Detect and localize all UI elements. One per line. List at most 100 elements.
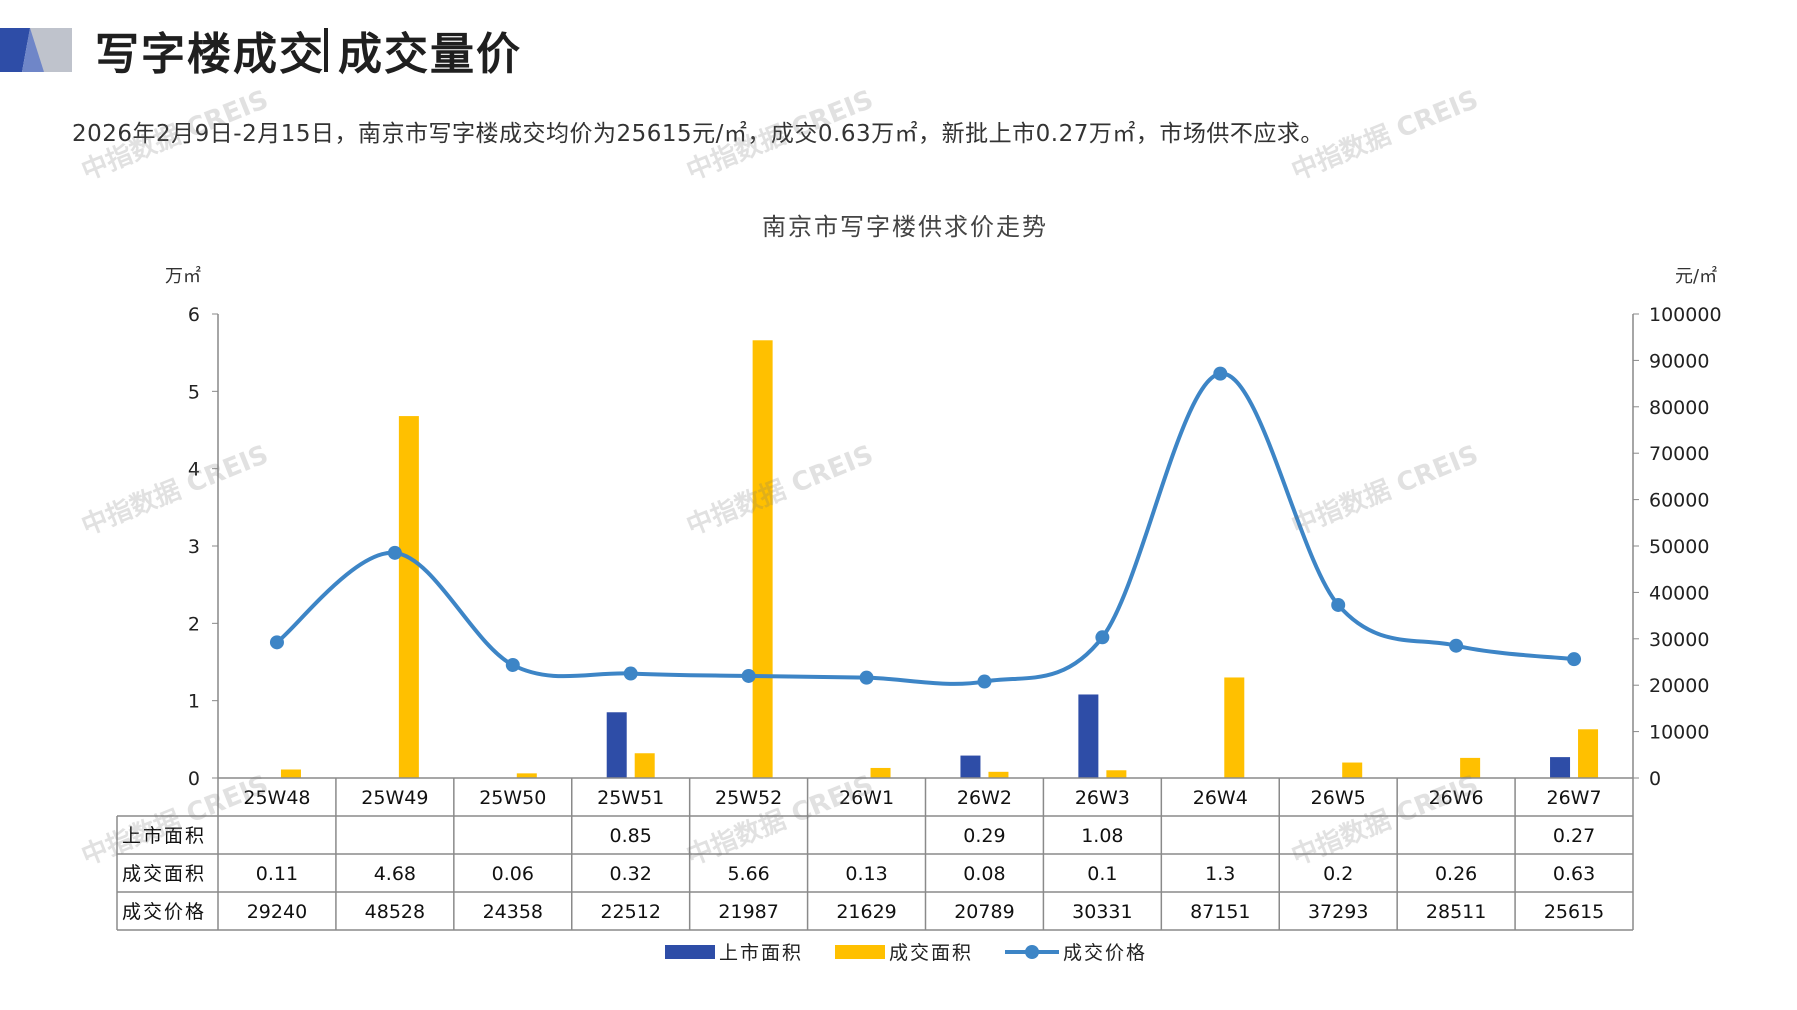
table-cell: 0.26 (1435, 863, 1477, 885)
table-cell: 21629 (836, 901, 896, 923)
table-cell: 0.11 (256, 863, 298, 885)
left-axis-unit: 万㎡ (165, 265, 201, 287)
price-point-26W7 (1567, 652, 1582, 667)
table-cell: 0.06 (492, 863, 534, 885)
category-label: 26W4 (1193, 787, 1248, 809)
bar-deal-26W4 (1224, 677, 1245, 778)
right-tick-label: 80000 (1649, 397, 1709, 419)
logo-shape-mid (22, 28, 44, 72)
legend-swatch-supply (665, 945, 715, 959)
summary-text: 2026年2月9日-2月15日，南京市写字楼成交均价为25615元/㎡，成交0.… (72, 121, 1324, 147)
table-cell: 0.08 (963, 863, 1005, 885)
price-point-26W2 (977, 674, 992, 689)
price-point-26W6 (1449, 638, 1464, 653)
price-line (275, 371, 1575, 686)
right-tick-label: 0 (1649, 768, 1661, 790)
table-cell: 0.13 (845, 863, 887, 885)
bar-deal-25W49 (398, 416, 419, 778)
right-axis-unit: 元/㎡ (1675, 265, 1717, 287)
table-cell: 0.85 (610, 825, 652, 847)
right-tick-label: 30000 (1649, 629, 1709, 651)
table-cell: 25615 (1544, 901, 1604, 923)
table-cell: 21987 (718, 901, 778, 923)
table-cell: 29240 (247, 901, 307, 923)
left-tick-label: 0 (188, 768, 200, 790)
bar-deal-25W50 (516, 773, 537, 778)
price-point-26W1 (859, 670, 874, 685)
legend-swatch-deal (835, 945, 885, 959)
table-cell: 4.68 (374, 863, 416, 885)
legend-label-supply: 上市面积 (719, 942, 803, 964)
table-cell: 5.66 (727, 863, 769, 885)
right-tick-label: 40000 (1649, 582, 1709, 604)
table-cell: 0.1 (1087, 863, 1117, 885)
category-label: 26W1 (839, 787, 894, 809)
category-label: 26W3 (1075, 787, 1130, 809)
chart-title: 南京市写字楼供求价走势 (762, 213, 1048, 241)
right-tick-label: 10000 (1649, 722, 1709, 744)
category-label: 25W51 (597, 787, 664, 809)
table-cell: 0.32 (610, 863, 652, 885)
category-label: 25W49 (361, 787, 428, 809)
bar-supply-26W3 (1078, 694, 1099, 778)
right-tick-label: 60000 (1649, 490, 1709, 512)
right-tick-label: 20000 (1649, 675, 1709, 697)
table-cell: 30331 (1072, 901, 1132, 923)
price-point-25W51 (623, 666, 638, 681)
left-tick-label: 3 (188, 536, 200, 558)
title-divider (324, 28, 328, 72)
right-tick-label: 100000 (1649, 304, 1722, 326)
bar-deal-25W51 (634, 753, 655, 778)
legend-marker-price (1025, 945, 1039, 959)
table-cell: 87151 (1190, 901, 1250, 923)
bar-deal-26W6 (1460, 757, 1481, 778)
bar-supply-26W2 (960, 755, 981, 778)
table-row-header: 成交面积 (122, 863, 206, 885)
page-subtitle: 成交量价 (338, 29, 522, 80)
bar-deal-25W52 (752, 340, 773, 778)
table-cell: 24358 (483, 901, 543, 923)
left-tick-label: 6 (188, 304, 200, 326)
category-label: 26W6 (1429, 787, 1484, 809)
table-cell: 0.27 (1553, 825, 1595, 847)
logo-shape-dark (0, 28, 30, 72)
bar-deal-26W5 (1342, 762, 1363, 778)
price-point-26W5 (1331, 597, 1346, 612)
table-cell: 37293 (1308, 901, 1368, 923)
table-cell: 28511 (1426, 901, 1486, 923)
price-point-25W48 (269, 635, 284, 650)
price-point-25W52 (741, 668, 756, 683)
category-label: 25W52 (715, 787, 782, 809)
right-tick-label: 90000 (1649, 350, 1709, 372)
price-point-26W3 (1095, 630, 1110, 645)
page-title: 写字楼成交 (95, 29, 325, 80)
legend-label-deal: 成交面积 (889, 942, 973, 964)
table-cell: 0.63 (1553, 863, 1595, 885)
category-label: 26W5 (1311, 787, 1366, 809)
left-tick-label: 1 (188, 691, 200, 713)
right-tick-label: 70000 (1649, 443, 1709, 465)
bar-supply-25W51 (606, 712, 627, 778)
table-cell: 22512 (600, 901, 660, 923)
left-tick-label: 4 (188, 459, 200, 481)
left-tick-label: 2 (188, 613, 200, 635)
bar-deal-26W1 (870, 767, 891, 778)
legend-label-price: 成交价格 (1063, 942, 1147, 964)
table-row-header: 上市面积 (122, 825, 206, 847)
bar-supply-26W7 (1550, 757, 1571, 778)
table-cell: 0.29 (963, 825, 1005, 847)
price-point-26W4 (1213, 366, 1228, 381)
category-label: 26W7 (1547, 787, 1602, 809)
category-label: 25W48 (243, 787, 310, 809)
table-cell: 20789 (954, 901, 1014, 923)
bar-deal-26W3 (1106, 770, 1127, 778)
table-row-header: 成交价格 (122, 901, 206, 923)
table-cell: 1.3 (1205, 863, 1235, 885)
category-label: 25W50 (479, 787, 546, 809)
category-label: 26W2 (957, 787, 1012, 809)
price-point-25W49 (387, 545, 402, 560)
bar-deal-26W7 (1578, 729, 1599, 778)
table-cell: 48528 (365, 901, 425, 923)
left-tick-label: 5 (188, 381, 200, 403)
